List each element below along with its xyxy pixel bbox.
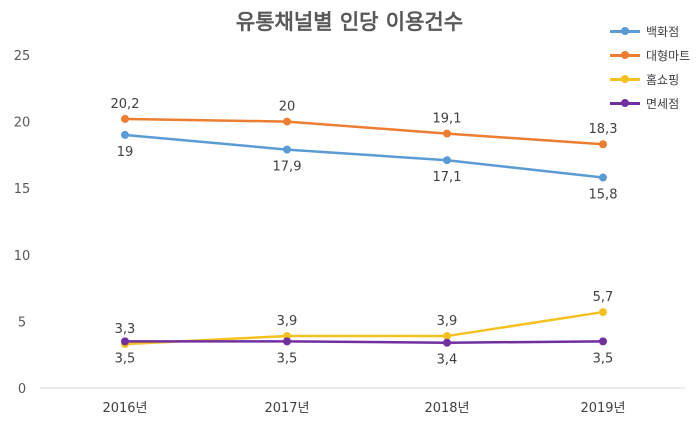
y-tick-label: 25 xyxy=(14,49,31,64)
series-line-2 xyxy=(124,117,604,146)
legend-label: 대형마트 xyxy=(646,48,691,63)
data-label: 3,5 xyxy=(115,351,136,366)
data-point xyxy=(599,308,607,317)
legend-swatch xyxy=(610,98,640,107)
data-label: 3,9 xyxy=(437,314,458,329)
legend-swatch xyxy=(610,74,640,83)
series-line-1 xyxy=(124,133,604,179)
legend-label: 홈쇼핑 xyxy=(646,72,680,87)
data-point xyxy=(599,337,607,346)
data-label: 20 xyxy=(279,100,296,115)
legend-item: 면세점 xyxy=(610,92,690,114)
data-label: 3,4 xyxy=(437,353,458,368)
y-tick-label: 10 xyxy=(14,249,31,264)
x-tick-label: 2016년 xyxy=(102,401,147,416)
data-label: 3,9 xyxy=(277,314,298,329)
legend-item: 홈쇼핑 xyxy=(610,68,690,90)
legend-item: 백화점 xyxy=(610,20,690,42)
data-label: 17,1 xyxy=(433,170,462,185)
series-line-3 xyxy=(124,310,604,346)
data-point xyxy=(599,173,607,182)
legend-item: 대형마트 xyxy=(610,44,690,66)
data-point xyxy=(121,130,129,139)
y-tick-label: 0 xyxy=(18,382,26,397)
data-point xyxy=(283,117,291,126)
data-point xyxy=(443,129,451,138)
series-line-4 xyxy=(125,340,604,344)
data-point xyxy=(443,338,451,347)
data-label: 19,1 xyxy=(433,112,462,127)
data-point xyxy=(443,332,451,341)
legend-swatch xyxy=(610,50,640,59)
data-label: 3,5 xyxy=(277,351,298,366)
y-tick-label: 15 xyxy=(14,182,31,197)
data-point xyxy=(121,337,129,346)
data-point xyxy=(121,114,129,123)
data-point xyxy=(283,337,291,346)
data-label: 15,8 xyxy=(589,188,618,203)
legend-label: 백화점 xyxy=(646,24,680,39)
data-point xyxy=(283,145,291,154)
data-point xyxy=(443,156,451,165)
data-label: 3,5 xyxy=(593,351,614,366)
data-label: 20,2 xyxy=(111,97,140,112)
data-label: 19 xyxy=(117,145,134,160)
legend-swatch xyxy=(610,26,640,35)
y-tick-label: 5 xyxy=(18,315,26,330)
x-tick-label: 2018년 xyxy=(424,401,469,416)
legend-label: 면세점 xyxy=(646,96,680,111)
data-label: 5,7 xyxy=(593,290,614,305)
data-point xyxy=(599,140,607,149)
chart-title: 유통채널별 인당 이용건수 xyxy=(235,10,464,34)
y-tick-label: 20 xyxy=(14,116,31,131)
data-label: 17,9 xyxy=(273,160,302,175)
x-tick-label: 2019년 xyxy=(580,401,625,416)
data-label: 3,3 xyxy=(115,322,136,337)
x-tick-label: 2017년 xyxy=(264,401,309,416)
data-label: 18,3 xyxy=(589,122,618,137)
